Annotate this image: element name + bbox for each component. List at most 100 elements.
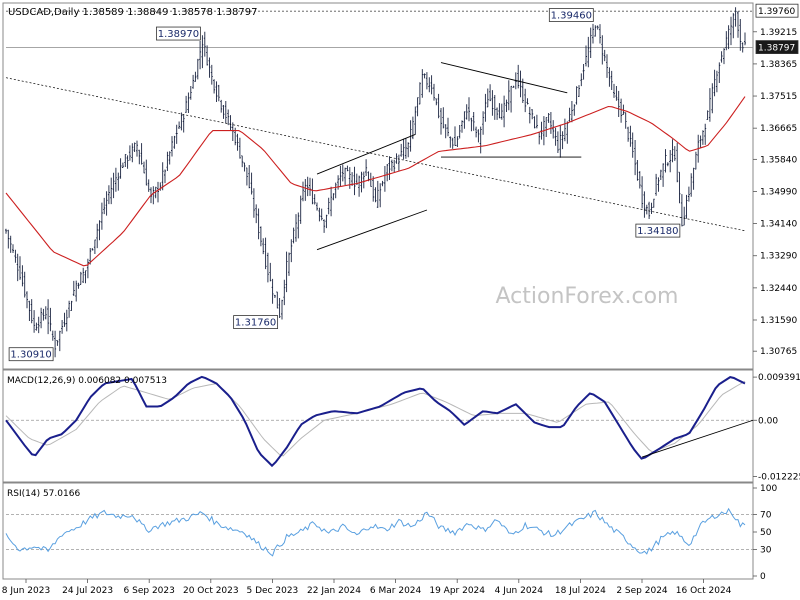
ohlc-bar xyxy=(7,229,10,249)
ohlc-bar xyxy=(395,153,398,164)
ohlc-bar xyxy=(164,169,166,184)
ohlc-bar xyxy=(250,172,253,195)
ohlc-bar xyxy=(203,31,206,57)
ohlc-bar xyxy=(613,83,615,98)
ohlc-bar xyxy=(556,131,559,153)
ohlc-bar xyxy=(133,142,136,152)
ohlc-bar xyxy=(699,135,702,149)
ohlc-bar xyxy=(189,86,192,100)
ohlc-bar xyxy=(739,19,742,51)
ohlc-bar xyxy=(563,118,566,142)
price-panel-frame xyxy=(2,2,754,370)
annotation-box xyxy=(156,26,201,41)
x-axis-label: 6 Mar 2024 xyxy=(370,586,422,596)
ohlc-bar xyxy=(262,238,265,255)
ohlc-bar xyxy=(545,117,548,137)
x-axis-label: 18 Jul 2024 xyxy=(555,586,606,596)
ohlc-bar xyxy=(126,155,129,169)
ohlc-bar xyxy=(687,186,690,202)
ohlc-bar xyxy=(372,176,375,202)
ohlc-bar xyxy=(30,299,33,324)
ohlc-bar xyxy=(402,138,405,160)
rsi-title: RSI(14) 57.0166 xyxy=(7,489,80,499)
ohlc-bar xyxy=(594,25,597,37)
ohlc-bar xyxy=(463,111,466,129)
ohlc-bar xyxy=(124,154,127,167)
macd-line xyxy=(5,375,746,468)
ohlc-bar xyxy=(72,280,75,296)
ohlc-bar xyxy=(449,136,452,148)
ohlc-bar xyxy=(82,267,85,283)
ohlc-bar xyxy=(107,185,110,205)
ohlc-bar xyxy=(61,320,64,334)
ohlc-bar xyxy=(622,104,625,115)
ohlc-bar xyxy=(206,45,209,66)
ohlc-bar xyxy=(178,121,181,129)
ohlc-bar xyxy=(535,114,538,129)
ohlc-bar xyxy=(323,219,326,233)
ohlc-bar xyxy=(715,70,718,93)
annotation-label: 1.30910 xyxy=(10,350,51,361)
rsi-axis-label: 0 xyxy=(760,572,766,582)
price-axis-label: 1.38797 xyxy=(758,44,795,54)
ohlc-bar xyxy=(451,137,454,149)
ohlc-bar xyxy=(341,164,344,182)
ohlc-bar xyxy=(28,300,31,321)
ohlc-bar xyxy=(84,270,87,284)
ohlc-bar xyxy=(56,340,59,346)
annotation-box xyxy=(233,315,279,329)
ohlc-bar xyxy=(105,191,108,216)
ohlc-bar xyxy=(19,256,21,280)
ohlc-bar xyxy=(435,98,438,106)
macd-trendline xyxy=(641,419,754,458)
ohlc-bar xyxy=(273,294,276,298)
ohlc-bar xyxy=(673,146,676,161)
ohlc-bar xyxy=(442,107,445,129)
price-axis-label: 1.38365 xyxy=(760,60,797,70)
ohlc-bar xyxy=(606,54,608,78)
ohlc-bar xyxy=(477,129,480,143)
ohlc-bar xyxy=(589,27,592,58)
price-axis-label: 1.32440 xyxy=(760,284,797,294)
ohlc-bar xyxy=(96,223,99,249)
ohlc-bar xyxy=(192,74,195,89)
ohlc-bar xyxy=(166,151,169,171)
ohlc-bar xyxy=(93,239,96,254)
ohlc-bar xyxy=(257,208,260,240)
ohlc-bar xyxy=(358,175,361,197)
ohlc-bar xyxy=(365,159,368,176)
symbol-header: USDCAD,Daily 1.38589 1.38849 1.38578 1.3… xyxy=(8,7,258,18)
ohlc-bar xyxy=(666,162,669,167)
ohlc-bar xyxy=(114,167,117,192)
ohlc-bar xyxy=(248,165,251,189)
moving-average-line xyxy=(5,96,746,267)
ohlc-bar xyxy=(489,84,492,102)
ohlc-bar xyxy=(428,77,431,93)
ohlc-bar xyxy=(573,104,576,116)
price-axis-label: 1.33290 xyxy=(760,252,797,262)
ohlc-bar xyxy=(276,291,279,309)
ohlc-bar xyxy=(283,279,286,306)
x-axis-label: 20 Oct 2023 xyxy=(183,586,239,596)
ohlc-bar xyxy=(243,162,246,172)
macd-axis-label: -0.012225 xyxy=(758,472,800,482)
ohlc-bar xyxy=(524,88,527,113)
ohlc-bar xyxy=(472,112,475,131)
ohlc-bar xyxy=(79,271,82,285)
ohlc-bar xyxy=(9,235,12,253)
ohlc-bar xyxy=(486,88,489,108)
ohlc-bar xyxy=(414,106,417,135)
ohlc-bar xyxy=(638,171,641,189)
trendline-long-term-dashed xyxy=(5,77,746,232)
ohlc-bar xyxy=(521,78,524,103)
rsi-axis-label: 100 xyxy=(760,484,777,494)
ohlc-bar xyxy=(648,201,651,219)
ohlc-bar xyxy=(213,79,216,94)
ohlc-bar xyxy=(404,138,407,159)
ohlc-bar xyxy=(503,95,506,128)
ohlc-bar xyxy=(500,103,503,120)
price-axis-label: 1.31590 xyxy=(760,316,797,326)
ohlc-bar xyxy=(723,48,725,65)
price-annotation: 1.31760 xyxy=(233,315,279,329)
